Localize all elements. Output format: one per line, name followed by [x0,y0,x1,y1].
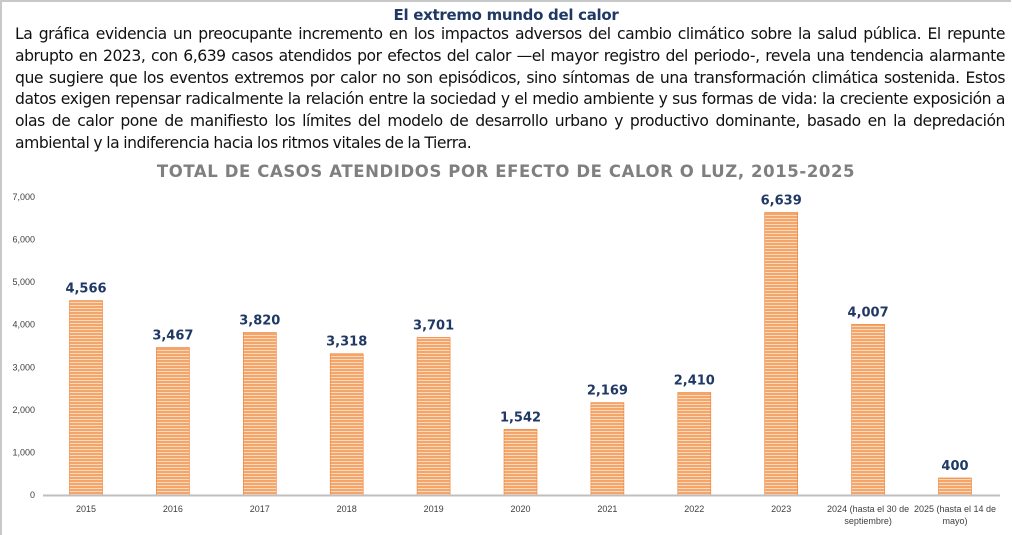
x-tick-label: 2016 [163,504,183,514]
y-tick-label: 5,000 [12,277,35,287]
x-tick-label: 2020 [510,504,530,514]
y-tick-label: 1,000 [12,447,35,457]
y-tick-label: 0 [30,490,35,500]
bar [503,429,538,496]
y-tick-label: 7,000 [12,192,35,202]
data-label: 6,639 [761,193,802,208]
data-label: 2,169 [587,384,628,399]
data-label: 3,467 [152,328,193,343]
data-label: 3,820 [239,313,280,328]
data-label: 3,701 [413,318,454,333]
bar [938,477,972,496]
bar [416,337,451,496]
bars: 4,566 3,467 3,820 3,318 3,701 1,542 2,169 2,410… [65,193,972,496]
x-tick-label: 2025 (hasta el 14 de mayo) [914,504,996,526]
bar [69,300,103,496]
x-tick-label: 2021 [597,504,617,514]
chart-title: TOTAL DE CASOS ATENDIDOS POR EFECTO DE C… [156,162,856,181]
y-tick-label: 4,000 [12,320,35,330]
x-tick-label: 2024 (hasta el 30 de septiembre) [827,504,909,526]
x-tick-label: 2023 [771,504,791,514]
x-tick-label: 2018 [337,504,357,514]
data-label: 3,318 [326,335,367,350]
data-label: 2,410 [674,373,715,388]
x-tick-label: 2015 [76,504,96,514]
x-tick-label: 2022 [684,504,704,514]
bar [329,353,364,496]
x-tick-label: 2019 [424,504,444,514]
bar [156,347,190,496]
x-tick-label: 2017 [250,504,270,514]
bar [851,324,885,496]
y-tick-label: 3,000 [12,362,35,372]
data-label: 4,007 [848,305,889,320]
y-axis: 0 1,000 2,000 3,000 4,000 5,000 6,000 7,000 [12,192,35,500]
x-axis: 2015 2016 2017 2018 2019 2020 2021 2022 2023 2024… [43,494,1000,526]
data-label: 4,566 [65,282,106,297]
y-tick-label: 6,000 [12,235,35,245]
bar [590,402,625,496]
data-label: 400 [941,459,968,474]
document-heading: El extremo mundo del calor [393,6,619,24]
bar [243,332,277,496]
y-tick-label: 2,000 [12,405,35,415]
document-paragraph: La gráfica evidencia un preocupante incr… [15,25,1005,152]
bar [764,212,799,496]
data-label: 1,542 [500,410,541,425]
bar [677,392,712,496]
